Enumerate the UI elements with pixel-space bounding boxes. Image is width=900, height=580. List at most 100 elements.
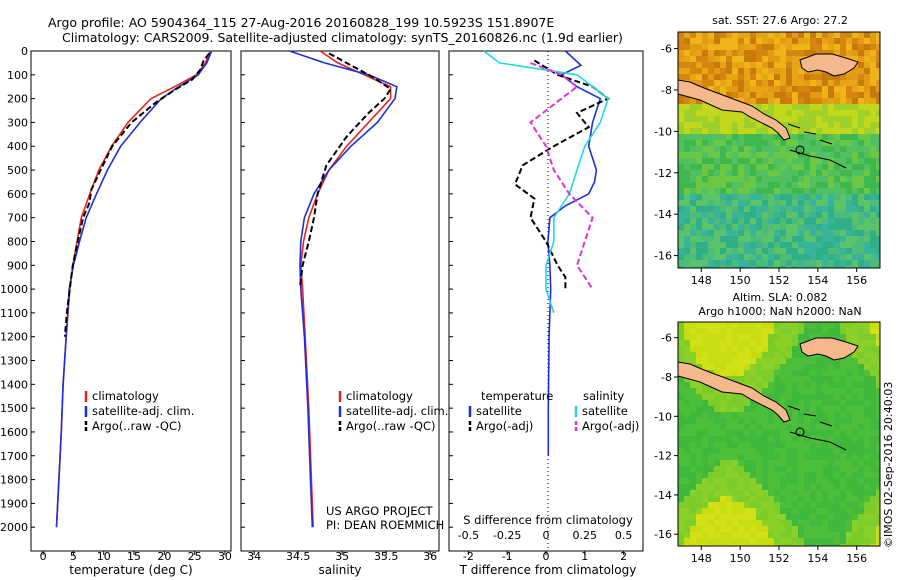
map-cell [810, 466, 817, 473]
map-cell [816, 514, 823, 521]
map-cell [720, 520, 727, 527]
map-cell [852, 484, 859, 491]
map-cell [870, 436, 877, 443]
map-cell [714, 230, 721, 237]
map-cell [708, 406, 715, 413]
map-cell [804, 388, 811, 395]
map-cell [798, 418, 805, 425]
depth-tick-label: 1400 [0, 378, 28, 391]
map-cell [744, 266, 751, 268]
map-cell [780, 56, 787, 63]
map-cell [846, 32, 853, 39]
map-cell [834, 110, 841, 117]
map-cell [750, 454, 757, 461]
map-cell [816, 442, 823, 449]
map-cell [852, 242, 859, 249]
map-cell [708, 532, 715, 539]
map-cell [786, 248, 793, 255]
map-cell [708, 104, 715, 111]
map-cell [792, 382, 799, 389]
map-cell [720, 466, 727, 473]
map-cell [852, 128, 859, 135]
map-cell [852, 418, 859, 425]
map-cell [846, 74, 853, 81]
map-cell [768, 340, 775, 347]
map-cell [858, 68, 865, 75]
map-cell [792, 254, 799, 261]
map-cell [738, 146, 745, 153]
map-cell [708, 110, 715, 117]
map-cell [684, 62, 691, 69]
map-cell [696, 182, 703, 189]
map-cell [798, 98, 805, 105]
map-cell [864, 254, 871, 261]
map-cell [858, 92, 865, 99]
map-cell [858, 472, 865, 479]
map-cell [744, 334, 751, 341]
map-cell [678, 376, 685, 383]
map-cell [774, 158, 781, 165]
map-cell [690, 472, 697, 479]
map-cell [690, 484, 697, 491]
map-cell [864, 38, 871, 45]
map-cell [792, 352, 799, 359]
map-cell [876, 520, 880, 527]
map-cell [744, 254, 751, 261]
map-cell [750, 490, 757, 497]
map-cell [726, 152, 733, 159]
map-cell [750, 224, 757, 231]
map-cell [798, 382, 805, 389]
map-cell [690, 212, 697, 219]
map-cell [858, 532, 865, 539]
map-cell [798, 266, 805, 268]
map-cell [804, 80, 811, 87]
map-cell [858, 116, 865, 123]
s-tick-label: -0.5 [458, 529, 479, 542]
map-cell [846, 80, 853, 87]
map-cell [720, 424, 727, 431]
map-cell [852, 188, 859, 195]
map-cell [864, 526, 871, 533]
map-cell [720, 44, 727, 51]
map-cell [720, 62, 727, 69]
map-cell [798, 260, 805, 267]
map-cell [852, 394, 859, 401]
map-cell [852, 520, 859, 527]
map-cell [690, 62, 697, 69]
map-cell [726, 358, 733, 365]
map-cell [720, 116, 727, 123]
map-cell [792, 170, 799, 177]
map-cell [810, 212, 817, 219]
map-cell [840, 146, 847, 153]
map-cell [870, 376, 877, 383]
map-cell [840, 134, 847, 141]
map-cell [804, 334, 811, 341]
map-cell [702, 334, 709, 341]
map-cell [702, 382, 709, 389]
map-cell [810, 514, 817, 521]
map-cell [798, 182, 805, 189]
map-cell [846, 412, 853, 419]
map-cell [780, 400, 787, 407]
map-cell [726, 236, 733, 243]
x-tick-label: 34 [247, 550, 261, 563]
map-cell [768, 394, 775, 401]
map-cell [720, 394, 727, 401]
s-tick-label: 0.5 [615, 529, 633, 542]
lat-tick-label: -14 [654, 489, 672, 502]
map-cell [876, 122, 880, 129]
map-cell [834, 532, 841, 539]
map-cell [822, 334, 829, 341]
map-cell [696, 436, 703, 443]
map-cell [852, 140, 859, 147]
map-cell [804, 230, 811, 237]
map-cell [822, 322, 829, 329]
map-cell [696, 508, 703, 515]
map-cell [786, 388, 793, 395]
map-cell [870, 128, 877, 135]
map-cell [756, 86, 763, 93]
map-cell [804, 140, 811, 147]
map-cell [828, 418, 835, 425]
map-cell [804, 176, 811, 183]
map-cell [828, 442, 835, 449]
